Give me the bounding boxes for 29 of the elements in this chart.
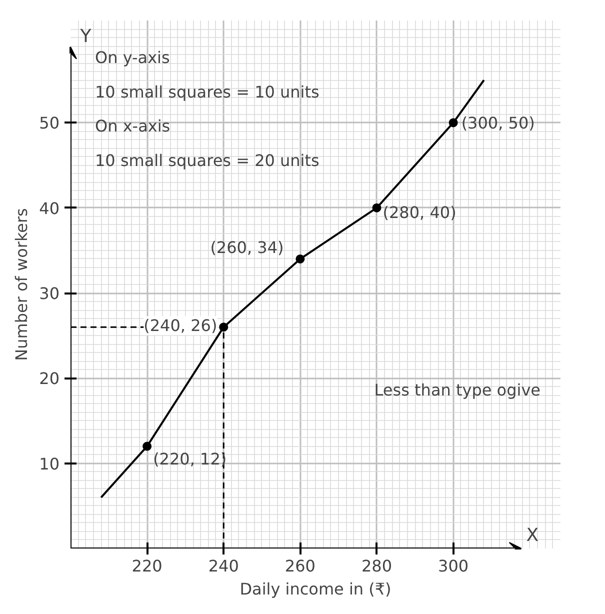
x-tick-label: 280: [361, 556, 392, 576]
y-axis-title: Number of workers: [12, 208, 32, 361]
point: [448, 118, 458, 128]
data-label: (240, 26): [144, 316, 218, 336]
x-tick-label: 220: [132, 556, 162, 576]
annotation: 10 small squares = 10 units: [95, 82, 320, 102]
annotation: On y-axis: [95, 48, 170, 67]
data-label: (260, 34): [210, 238, 284, 257]
data-label: (220, 12): [153, 449, 227, 468]
x-tick-label: 300: [438, 556, 469, 576]
data-label: (280, 40): [382, 202, 456, 222]
y-tick-label: 10: [39, 454, 60, 474]
x-tick-label: 240: [208, 556, 239, 576]
annotation: Less than type ogive: [374, 380, 541, 400]
x-tick-label: 260: [284, 556, 316, 576]
data-label: (300, 50): [461, 114, 535, 133]
point: [372, 203, 382, 212]
annotation: On x-axis: [95, 116, 170, 136]
y-tick-label: 40: [39, 198, 60, 218]
annotation: 10 small squares = 20 units: [95, 150, 320, 170]
x-axis-title: Daily income in (₹): [240, 580, 392, 598]
y-tick-label: 50: [39, 114, 60, 133]
point: [142, 442, 152, 451]
y-tick-label: 30: [39, 284, 60, 304]
y-tick-label: 20: [39, 369, 60, 388]
point: [219, 322, 228, 332]
annotation: Y: [79, 26, 92, 47]
annotation: X: [526, 524, 539, 546]
point: [296, 254, 305, 264]
